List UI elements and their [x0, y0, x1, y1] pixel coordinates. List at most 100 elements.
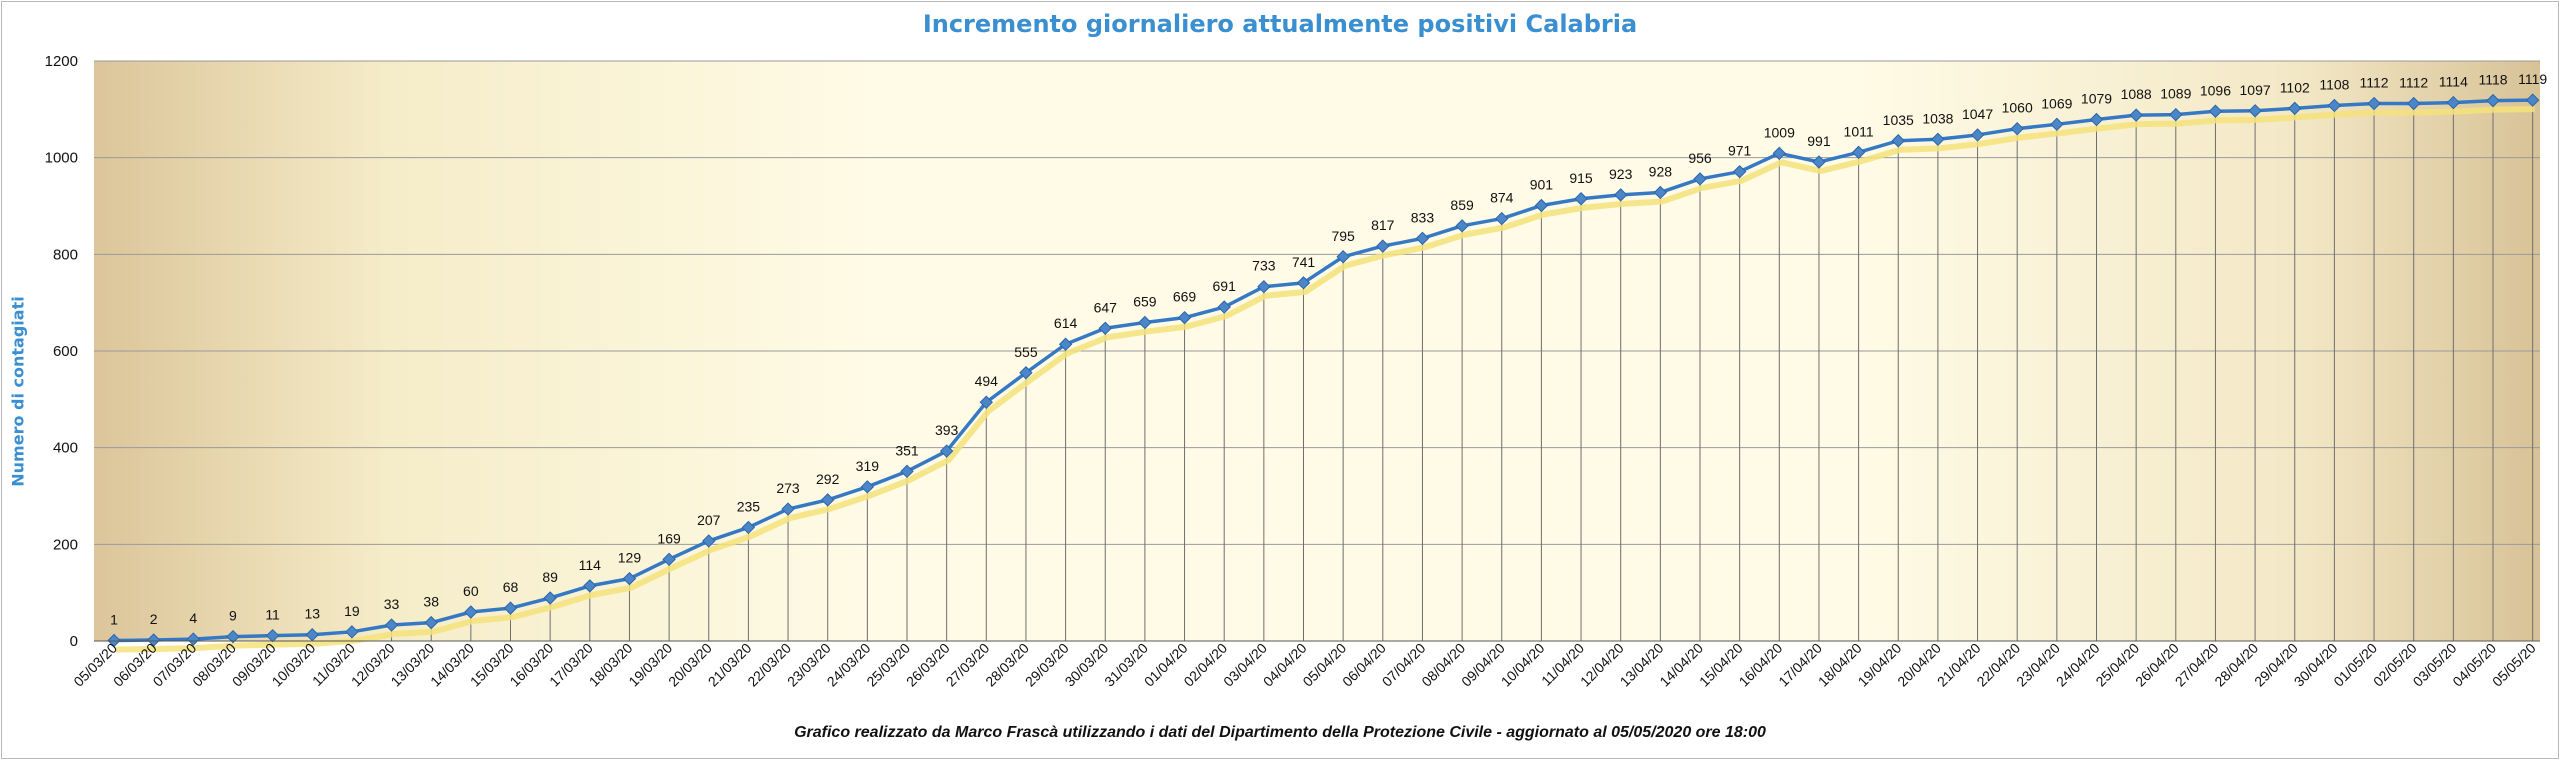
data-point	[662, 552, 676, 567]
data-point	[860, 480, 875, 494]
data-label: 971	[1728, 143, 1752, 159]
data-label: 928	[1649, 163, 1673, 179]
data-label: 659	[1133, 293, 1157, 309]
data-point	[2129, 108, 2143, 122]
data-point	[2089, 112, 2104, 127]
data-point	[1058, 337, 1073, 351]
data-label: 9	[229, 608, 237, 624]
data-point	[1217, 300, 1231, 314]
data-point	[2446, 95, 2461, 110]
data-label: 235	[737, 498, 761, 514]
data-label: 1009	[1764, 124, 1795, 140]
data-label: 859	[1450, 197, 1474, 213]
data-label: 1038	[1922, 110, 1953, 126]
data-point	[186, 632, 201, 646]
y-tick-label: 1000	[45, 150, 78, 167]
data-point	[2050, 117, 2064, 132]
data-point	[900, 464, 914, 479]
data-point	[2169, 107, 2183, 122]
data-label: 669	[1173, 289, 1197, 305]
data-point	[2406, 96, 2421, 111]
data-point	[146, 633, 161, 647]
data-point	[1613, 188, 1628, 202]
series-shadow	[115, 106, 2535, 653]
data-label: 991	[1807, 133, 1831, 149]
data-label: 1102	[2280, 79, 2310, 95]
data-label: 2	[150, 611, 158, 627]
data-point	[2486, 93, 2500, 108]
data-label: 817	[1371, 217, 1395, 233]
data-label: 1119	[2518, 71, 2547, 87]
data-point	[503, 601, 518, 615]
data-point	[1772, 146, 1787, 161]
data-point	[2010, 121, 2024, 136]
data-point	[1257, 280, 1271, 294]
data-label: 555	[1014, 344, 1038, 360]
data-label: 1060	[2002, 100, 2033, 116]
data-label: 733	[1252, 258, 1276, 274]
y-tick-label: 600	[53, 343, 78, 360]
data-label: 1035	[1883, 112, 1914, 128]
data-point	[384, 618, 399, 632]
data-label: 1089	[2160, 86, 2191, 102]
data-point	[464, 605, 478, 619]
data-point	[583, 579, 597, 593]
data-label: 129	[618, 550, 642, 566]
data-point	[702, 534, 716, 548]
data-label: 1047	[1962, 106, 1993, 122]
data-label: 207	[697, 512, 721, 528]
data-point	[1098, 321, 1112, 335]
data-point	[2327, 98, 2342, 113]
data-label: 38	[423, 594, 439, 610]
data-label: 1088	[2121, 86, 2152, 102]
data-label: 292	[816, 471, 840, 487]
data-label: 13	[304, 606, 320, 622]
data-point	[1455, 219, 1469, 233]
y-tick-label: 800	[53, 246, 78, 263]
data-label: 19	[344, 603, 360, 619]
data-point	[1574, 192, 1588, 206]
y-tick-label: 400	[53, 440, 78, 457]
data-label: 1097	[2240, 82, 2271, 98]
data-point	[2248, 104, 2262, 118]
data-point	[1177, 310, 1192, 325]
data-point	[820, 493, 835, 507]
data-point	[781, 502, 795, 516]
data-point	[2367, 96, 2381, 111]
chart-title: Incremento giornaliero attualmente posit…	[922, 10, 1638, 38]
data-label: 494	[975, 373, 999, 389]
data-point	[1851, 145, 1866, 160]
data-point	[226, 629, 240, 644]
data-label: 901	[1530, 177, 1554, 193]
data-label: 89	[542, 569, 558, 585]
data-point	[939, 444, 954, 458]
data-label: 741	[1292, 254, 1316, 270]
data-point	[1534, 198, 1549, 213]
data-label: 614	[1054, 315, 1078, 331]
data-point	[979, 395, 994, 409]
data-point	[2288, 101, 2302, 116]
y-tick-label: 1200	[45, 53, 78, 70]
data-point	[1891, 134, 1905, 148]
data-label: 795	[1331, 228, 1355, 244]
data-label: 691	[1213, 278, 1237, 294]
data-label: 1069	[2041, 95, 2072, 111]
data-label: 1114	[2439, 74, 2468, 90]
data-label: 4	[189, 610, 197, 626]
data-point	[1732, 164, 1747, 179]
data-label: 1011	[1844, 123, 1874, 139]
data-point	[345, 625, 359, 639]
data-point	[622, 571, 637, 586]
data-point	[1376, 239, 1390, 253]
data-point	[2525, 93, 2540, 107]
data-point	[1693, 172, 1707, 186]
chart-credit: Grafico realizzato da Marco Frascà utili…	[794, 724, 1766, 741]
data-label: 273	[776, 480, 800, 496]
data-label: 68	[503, 579, 519, 595]
data-label: 1	[110, 612, 118, 628]
data-label: 319	[856, 458, 880, 474]
data-label: 1096	[2200, 82, 2231, 98]
data-label: 60	[463, 583, 479, 599]
data-point	[424, 615, 438, 630]
